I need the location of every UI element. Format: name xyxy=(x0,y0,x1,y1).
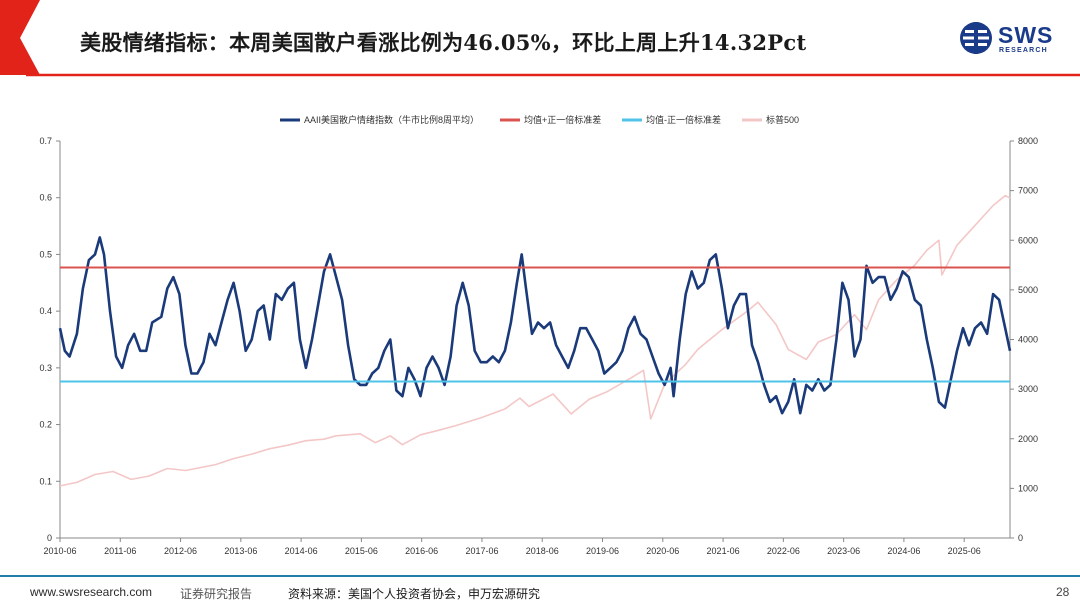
footer-url: www.swsresearch.com xyxy=(30,585,153,599)
left-tick-label: 0.7 xyxy=(39,136,52,146)
right-tick-label: 4000 xyxy=(1018,335,1038,345)
x-tick-label: 2011-06 xyxy=(104,546,136,556)
x-tick-label: 2021-06 xyxy=(707,546,740,556)
footer-divider xyxy=(0,575,1080,577)
left-tick-label: 0 xyxy=(47,533,52,543)
chart-legend: AAII美国散户情绪指数（牛市比例8周平均） 均值+正一倍标准差 均值-正一倍标准差… xyxy=(280,114,799,125)
x-tick-label: 2013-06 xyxy=(224,546,257,556)
logo-text: SWS xyxy=(998,22,1054,48)
series-line-3 xyxy=(59,194,1011,487)
right-tick-label: 8000 xyxy=(1018,136,1038,146)
sentiment-chart: 0 0.1 0.2 0.3 0.4 0.5 0.6 0.7 0 1000 2000 3000 4000 5… xyxy=(39,114,1038,556)
x-tick-label: 2017-06 xyxy=(465,546,498,556)
right-tick-label: 6000 xyxy=(1018,235,1038,245)
x-tick-label: 2019-06 xyxy=(586,546,619,556)
x-tick-label: 2022-06 xyxy=(767,546,800,556)
right-tick-label: 2000 xyxy=(1018,434,1038,444)
x-tick-label: 2023-06 xyxy=(827,546,860,556)
right-tick-label: 5000 xyxy=(1018,285,1038,295)
header-banner: 美股情绪指标：本周美国散户看涨比例为46.05%，环比上周上升14.32Pct … xyxy=(0,0,1080,80)
x-tick-label: 2014-06 xyxy=(285,546,318,556)
legend-label-0: AAII美国散户情绪指数（牛市比例8周平均） xyxy=(304,114,479,125)
x-tick-label: 2015-06 xyxy=(345,546,378,556)
legend-label-3: 标普500 xyxy=(766,114,799,125)
x-tick-label: 2020-06 xyxy=(646,546,679,556)
legend-label-1: 均值+正一倍标准差 xyxy=(524,114,601,125)
right-tick-label: 1000 xyxy=(1018,483,1038,493)
right-tick-label: 7000 xyxy=(1018,186,1038,196)
x-tick-label: 2024-06 xyxy=(887,546,920,556)
x-tick-label: 2025-06 xyxy=(948,546,981,556)
x-tick-label: 2016-06 xyxy=(405,546,438,556)
header-accent-shape xyxy=(0,0,1080,77)
footer-source: 资料来源：美国个人投资者协会，申万宏源研究 xyxy=(288,587,541,601)
left-tick-label: 0.2 xyxy=(39,420,52,430)
sws-logo: SWS RESEARCH xyxy=(958,20,1068,60)
left-tick-label: 0.1 xyxy=(39,476,52,486)
left-tick-label: 0.6 xyxy=(39,193,52,203)
right-tick-label: 3000 xyxy=(1018,384,1038,394)
left-tick-label: 0.5 xyxy=(39,249,52,259)
left-tick-label: 0.3 xyxy=(39,363,52,373)
chart-axes: 0 0.1 0.2 0.3 0.4 0.5 0.6 0.7 0 1000 2000 3000 4000 5… xyxy=(39,136,1038,556)
x-tick-label: 2010-06 xyxy=(43,546,76,556)
footer-report-type: 证券研究报告 xyxy=(180,587,253,601)
x-tick-label: 2018-06 xyxy=(526,546,559,556)
chart-plot-area xyxy=(58,194,1012,487)
left-tick-label: 0.4 xyxy=(39,306,52,316)
page-title: 美股情绪指标：本周美国散户看涨比例为46.05%，环比上周上升14.32Pct xyxy=(80,30,807,55)
right-tick-label: 0 xyxy=(1018,533,1023,543)
page-number: 28 xyxy=(1056,585,1070,599)
x-tick-label: 2012-06 xyxy=(164,546,197,556)
sws-logo-icon xyxy=(960,22,992,54)
legend-label-2: 均值-正一倍标准差 xyxy=(646,114,721,125)
series-line-0 xyxy=(58,236,1012,415)
logo-subtext: RESEARCH xyxy=(999,47,1048,54)
